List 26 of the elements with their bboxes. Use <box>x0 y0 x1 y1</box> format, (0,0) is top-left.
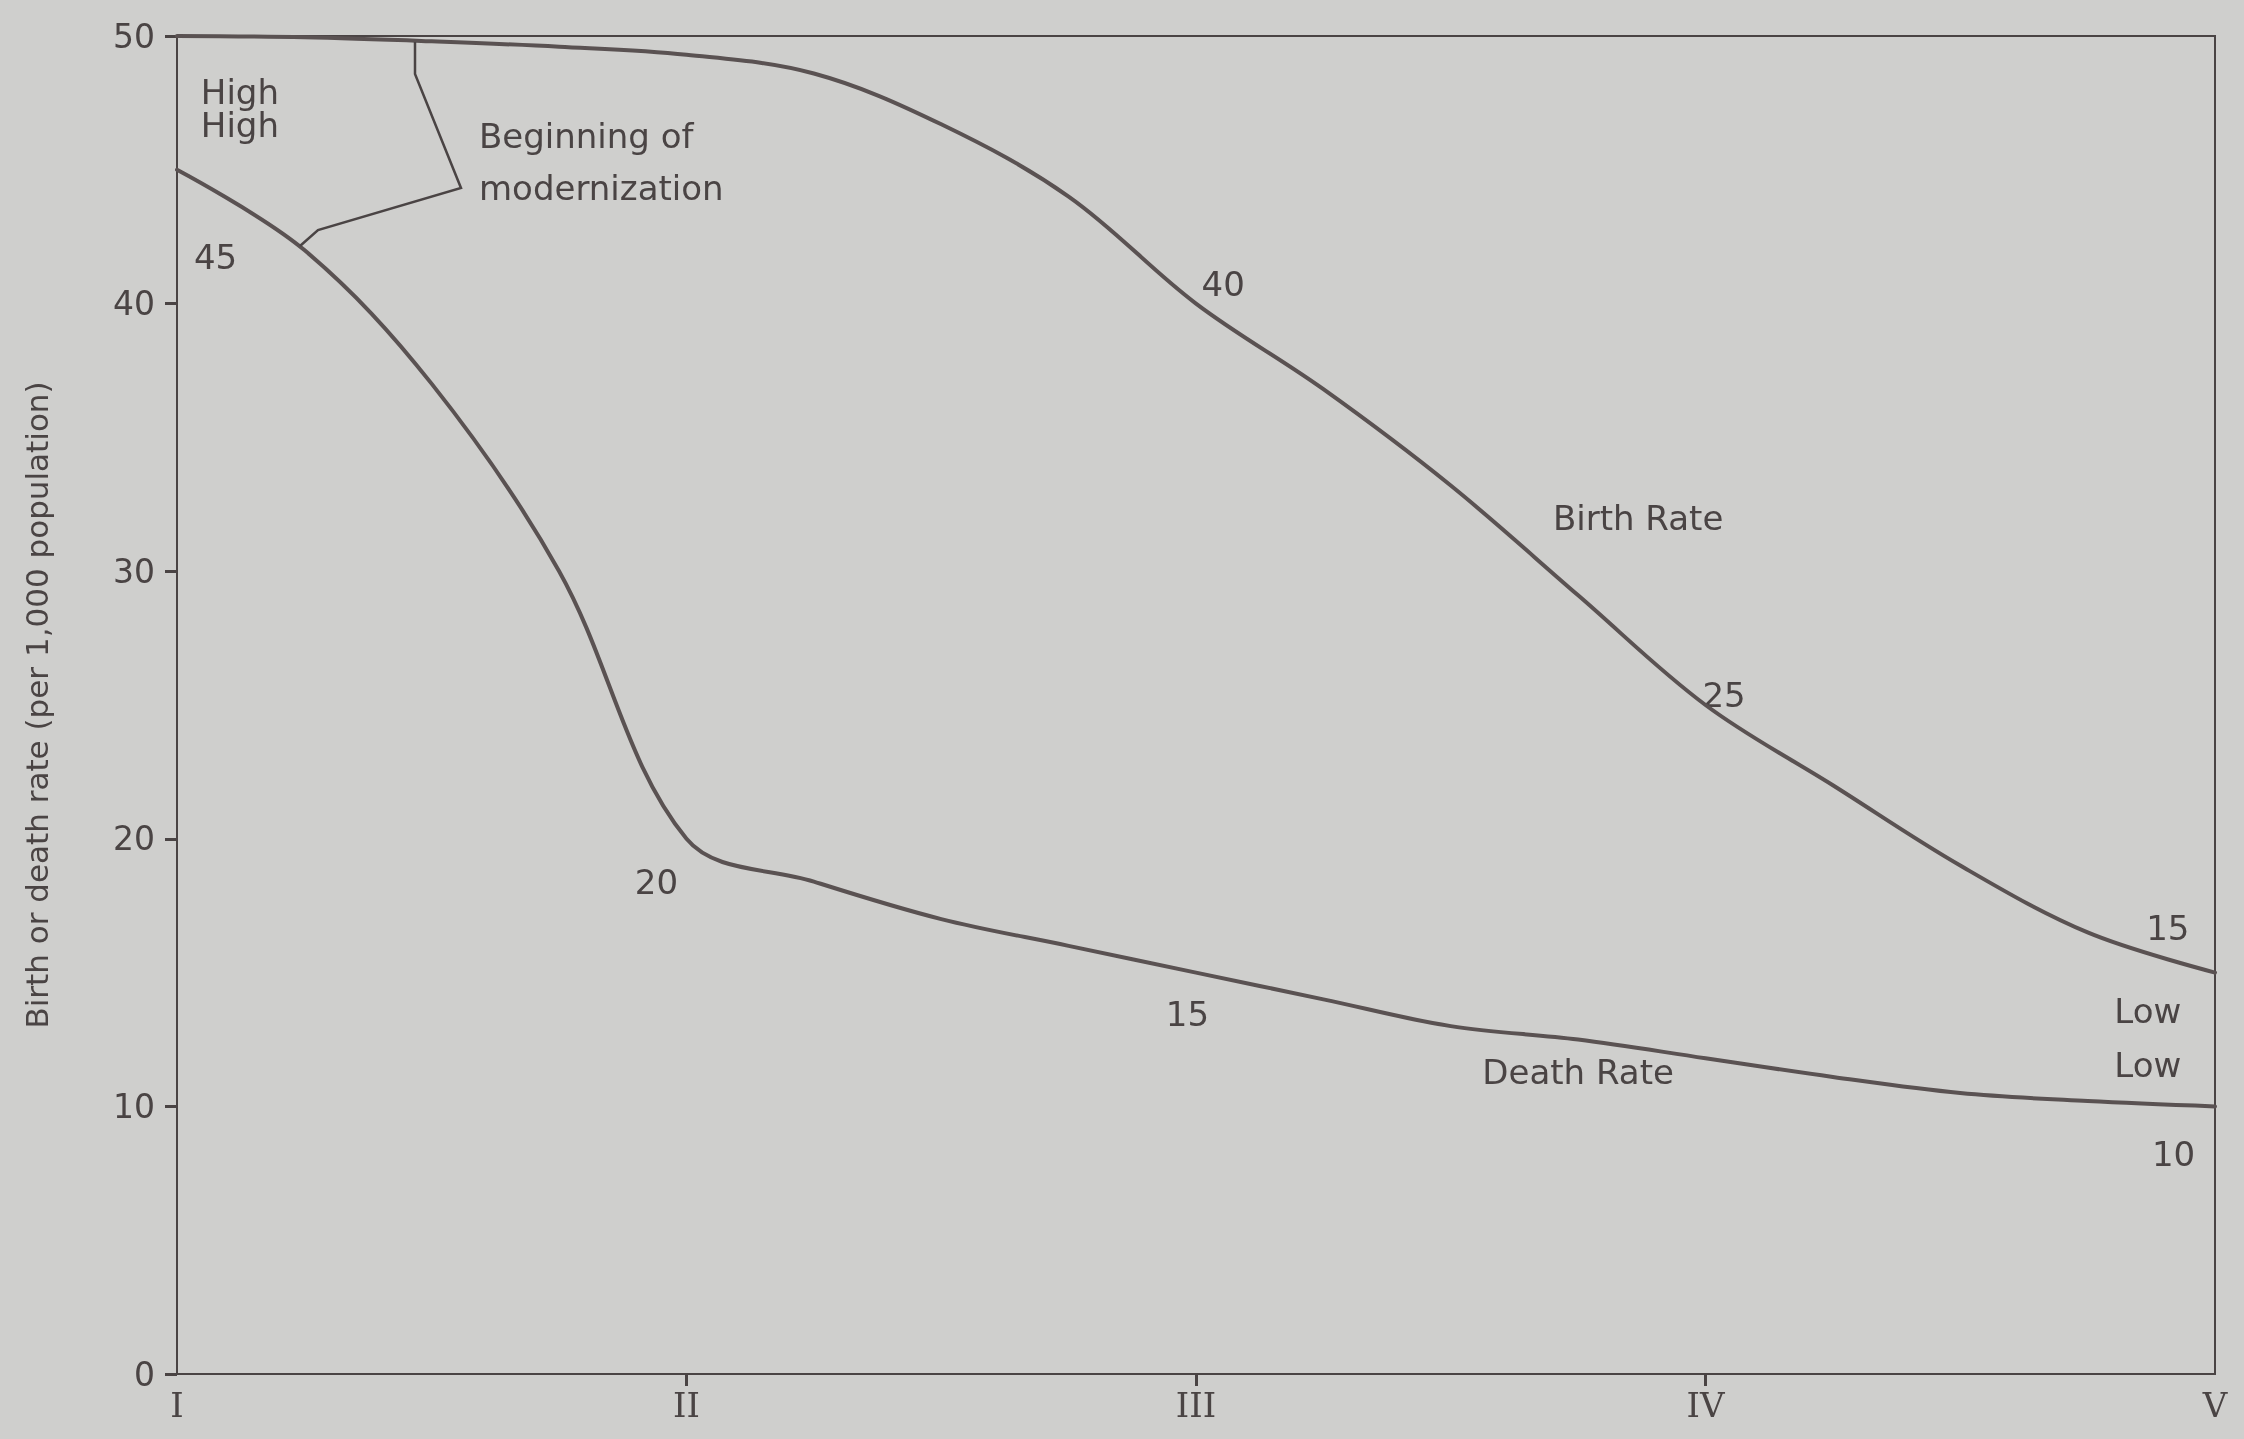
x-tick-label: V <box>2201 1385 2229 1425</box>
y-tick-label: 50 <box>113 16 155 56</box>
annotation: 15 <box>2146 908 2190 949</box>
annotation: 20 <box>634 861 679 902</box>
annotation: 10 <box>2151 1133 2196 1174</box>
annotation: 15 <box>1165 994 1210 1035</box>
y-tick-label: 0 <box>134 1354 155 1394</box>
annotation: Low <box>2114 1044 2182 1085</box>
y-tick-label: 10 <box>113 1086 155 1126</box>
annotation: Beginning of modernization <box>479 116 724 208</box>
annotation: 40 <box>1201 263 1245 304</box>
x-tick-label: IV <box>1686 1385 1726 1425</box>
y-tick-label: 40 <box>113 284 155 324</box>
line-series <box>175 34 2217 975</box>
x-tick-label: III <box>1175 1385 1217 1425</box>
x-tick-label: II <box>673 1385 700 1425</box>
annotation: 45 <box>193 237 238 278</box>
x-tick-label: I <box>170 1385 184 1425</box>
y-tick-label: 30 <box>113 551 155 591</box>
series-label: Birth Rate <box>1552 497 1724 538</box>
series-label: Death Rate <box>1482 1052 1674 1093</box>
annotation: Low <box>2114 991 2182 1032</box>
annotation: 25 <box>1702 674 1746 715</box>
y-axis-title: Birth or death rate (per 1,000 population) <box>18 381 55 1029</box>
y-tick-label: 20 <box>113 819 155 859</box>
line-series <box>175 167 2217 1109</box>
